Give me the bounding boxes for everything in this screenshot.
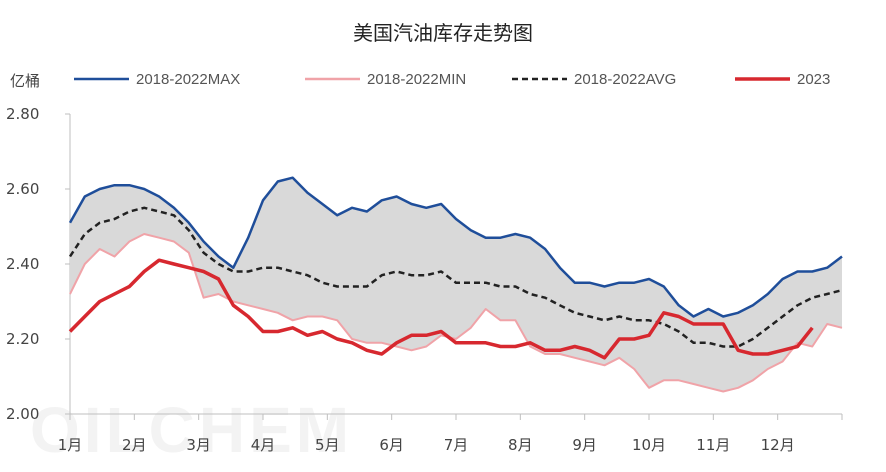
max-min-band [70,177,842,392]
legend-label: 2023 [797,71,830,88]
y-tick-label: 2.40 [6,255,39,273]
x-tick-label: 10月 [632,436,666,454]
series-line-2018-2022avg [68,206,843,348]
legend-label: 2018-2022AVG [574,71,676,88]
y-tick-label: 2.80 [6,105,39,123]
chart-title: 美国汽油库存走势图 [353,21,533,45]
series-line-2018-2022max [68,176,843,318]
y-tick-label: 2.60 [6,180,39,198]
y-axis-unit: 亿桶 [10,72,40,90]
x-tick-label: 12月 [761,436,795,454]
legend-label: 2018-2022MAX [136,71,240,88]
x-tick-label: 7月 [444,436,469,454]
plot-area: 2.00 2.20 2.40 2.60 2.80 1月 2月 3月 4月 5月 6月 7月 8月 9月 10… [6,105,843,454]
series-line-2023 [68,258,814,360]
x-tick-label: 4月 [251,436,276,454]
x-tick-label: 5月 [315,436,340,454]
series-line-2018-2022min [69,233,843,393]
legend-label: 2018-2022MIN [367,71,466,88]
x-tick-label: 2月 [122,436,147,454]
x-tick-label: 8月 [508,436,533,454]
x-tick-label: 1月 [58,436,83,454]
legend: 2018-2022MAX 2018-2022MIN 2018-2022AVG 2023 [74,71,830,88]
x-tick-label: 11月 [696,436,730,454]
y-tick-label: 2.00 [6,405,39,423]
watermark: OILCHEM [30,394,353,466]
x-tick-label: 3月 [186,436,211,454]
y-tick-label: 2.20 [6,330,39,348]
x-tick-label: 9月 [572,436,597,454]
x-tick-label: 6月 [379,436,404,454]
